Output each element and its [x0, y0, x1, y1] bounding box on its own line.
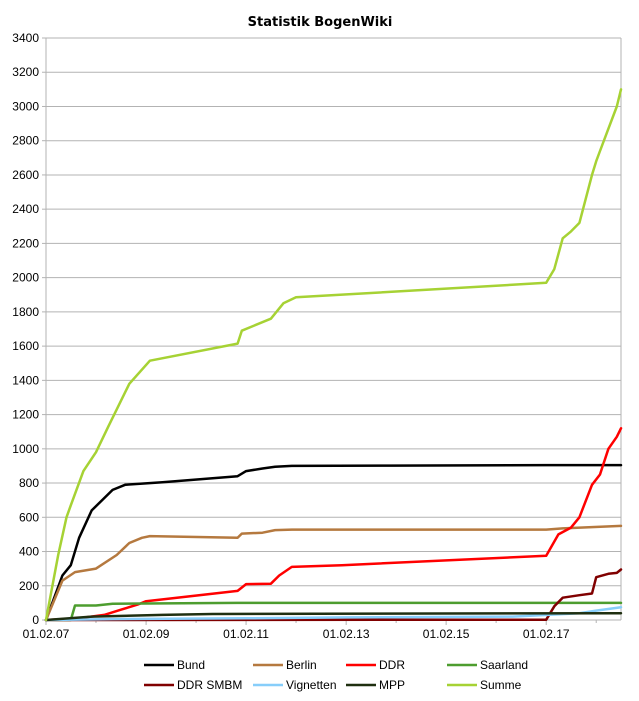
- y-tick-label: 1600: [12, 339, 39, 353]
- x-tick-label: 01.02.07: [23, 627, 70, 641]
- x-tick-label: 01.02.17: [523, 627, 570, 641]
- y-tick-label: 1000: [12, 442, 39, 456]
- x-tick-label: 01.02.13: [323, 627, 370, 641]
- y-tick-label: 2400: [12, 202, 39, 216]
- y-axis-tick-labels: 0 200 400 600 800 1000 1200 1400 1600 1800 2000 220…: [12, 31, 39, 627]
- y-tick-label: 1800: [12, 305, 39, 319]
- y-tick-label: 200: [19, 579, 39, 593]
- gridlines: [46, 37, 621, 621]
- y-tick-label: 600: [19, 510, 39, 524]
- x-tick-label: 01.02.15: [423, 627, 470, 641]
- legend-label: Bund: [177, 658, 205, 672]
- y-tick-label: 3000: [12, 99, 39, 113]
- series-lines: [44, 88, 623, 622]
- y-tick-label: 3200: [12, 65, 39, 79]
- legend-label: Berlin: [286, 658, 317, 672]
- chart-title: Statistik BogenWiki: [248, 15, 393, 30]
- legend-label: MPP: [379, 678, 405, 692]
- series-line-bund: [44, 463, 623, 622]
- y-tick-label: 2800: [12, 134, 39, 148]
- series-line-mpp: [44, 611, 623, 622]
- series-line-vignetten: [44, 605, 623, 622]
- legend-label: Summe: [480, 678, 522, 692]
- y-tick-label: 3400: [12, 31, 39, 45]
- legend: Bund Berlin DDR Saarland DDR SMBM Vignetten MP…: [144, 658, 528, 692]
- series-line-summe: [44, 88, 623, 622]
- x-axis-tick-labels: 01.02.07 01.02.09 01.02.11 01.02.13 01.02.15…: [23, 627, 570, 641]
- series-line-ddr: [44, 427, 623, 622]
- y-tick-label: 2600: [12, 168, 39, 182]
- x-tick-label: 01.02.09: [123, 627, 170, 641]
- y-tick-label: 800: [19, 476, 39, 490]
- y-tick-label: 1200: [12, 408, 39, 422]
- y-tick-label: 0: [32, 613, 39, 627]
- legend-label: Vignetten: [286, 678, 337, 692]
- legend-label: DDR: [379, 658, 405, 672]
- y-tick-label: 400: [19, 545, 39, 559]
- y-tick-label: 2200: [12, 236, 39, 250]
- axes: [42, 37, 622, 625]
- legend-label: DDR SMBM: [177, 678, 242, 692]
- legend-label: Saarland: [480, 658, 528, 672]
- y-tick-label: 2000: [12, 271, 39, 285]
- series-line-berlin: [44, 524, 623, 622]
- y-tick-label: 1400: [12, 373, 39, 387]
- x-tick-label: 01.02.11: [223, 627, 269, 641]
